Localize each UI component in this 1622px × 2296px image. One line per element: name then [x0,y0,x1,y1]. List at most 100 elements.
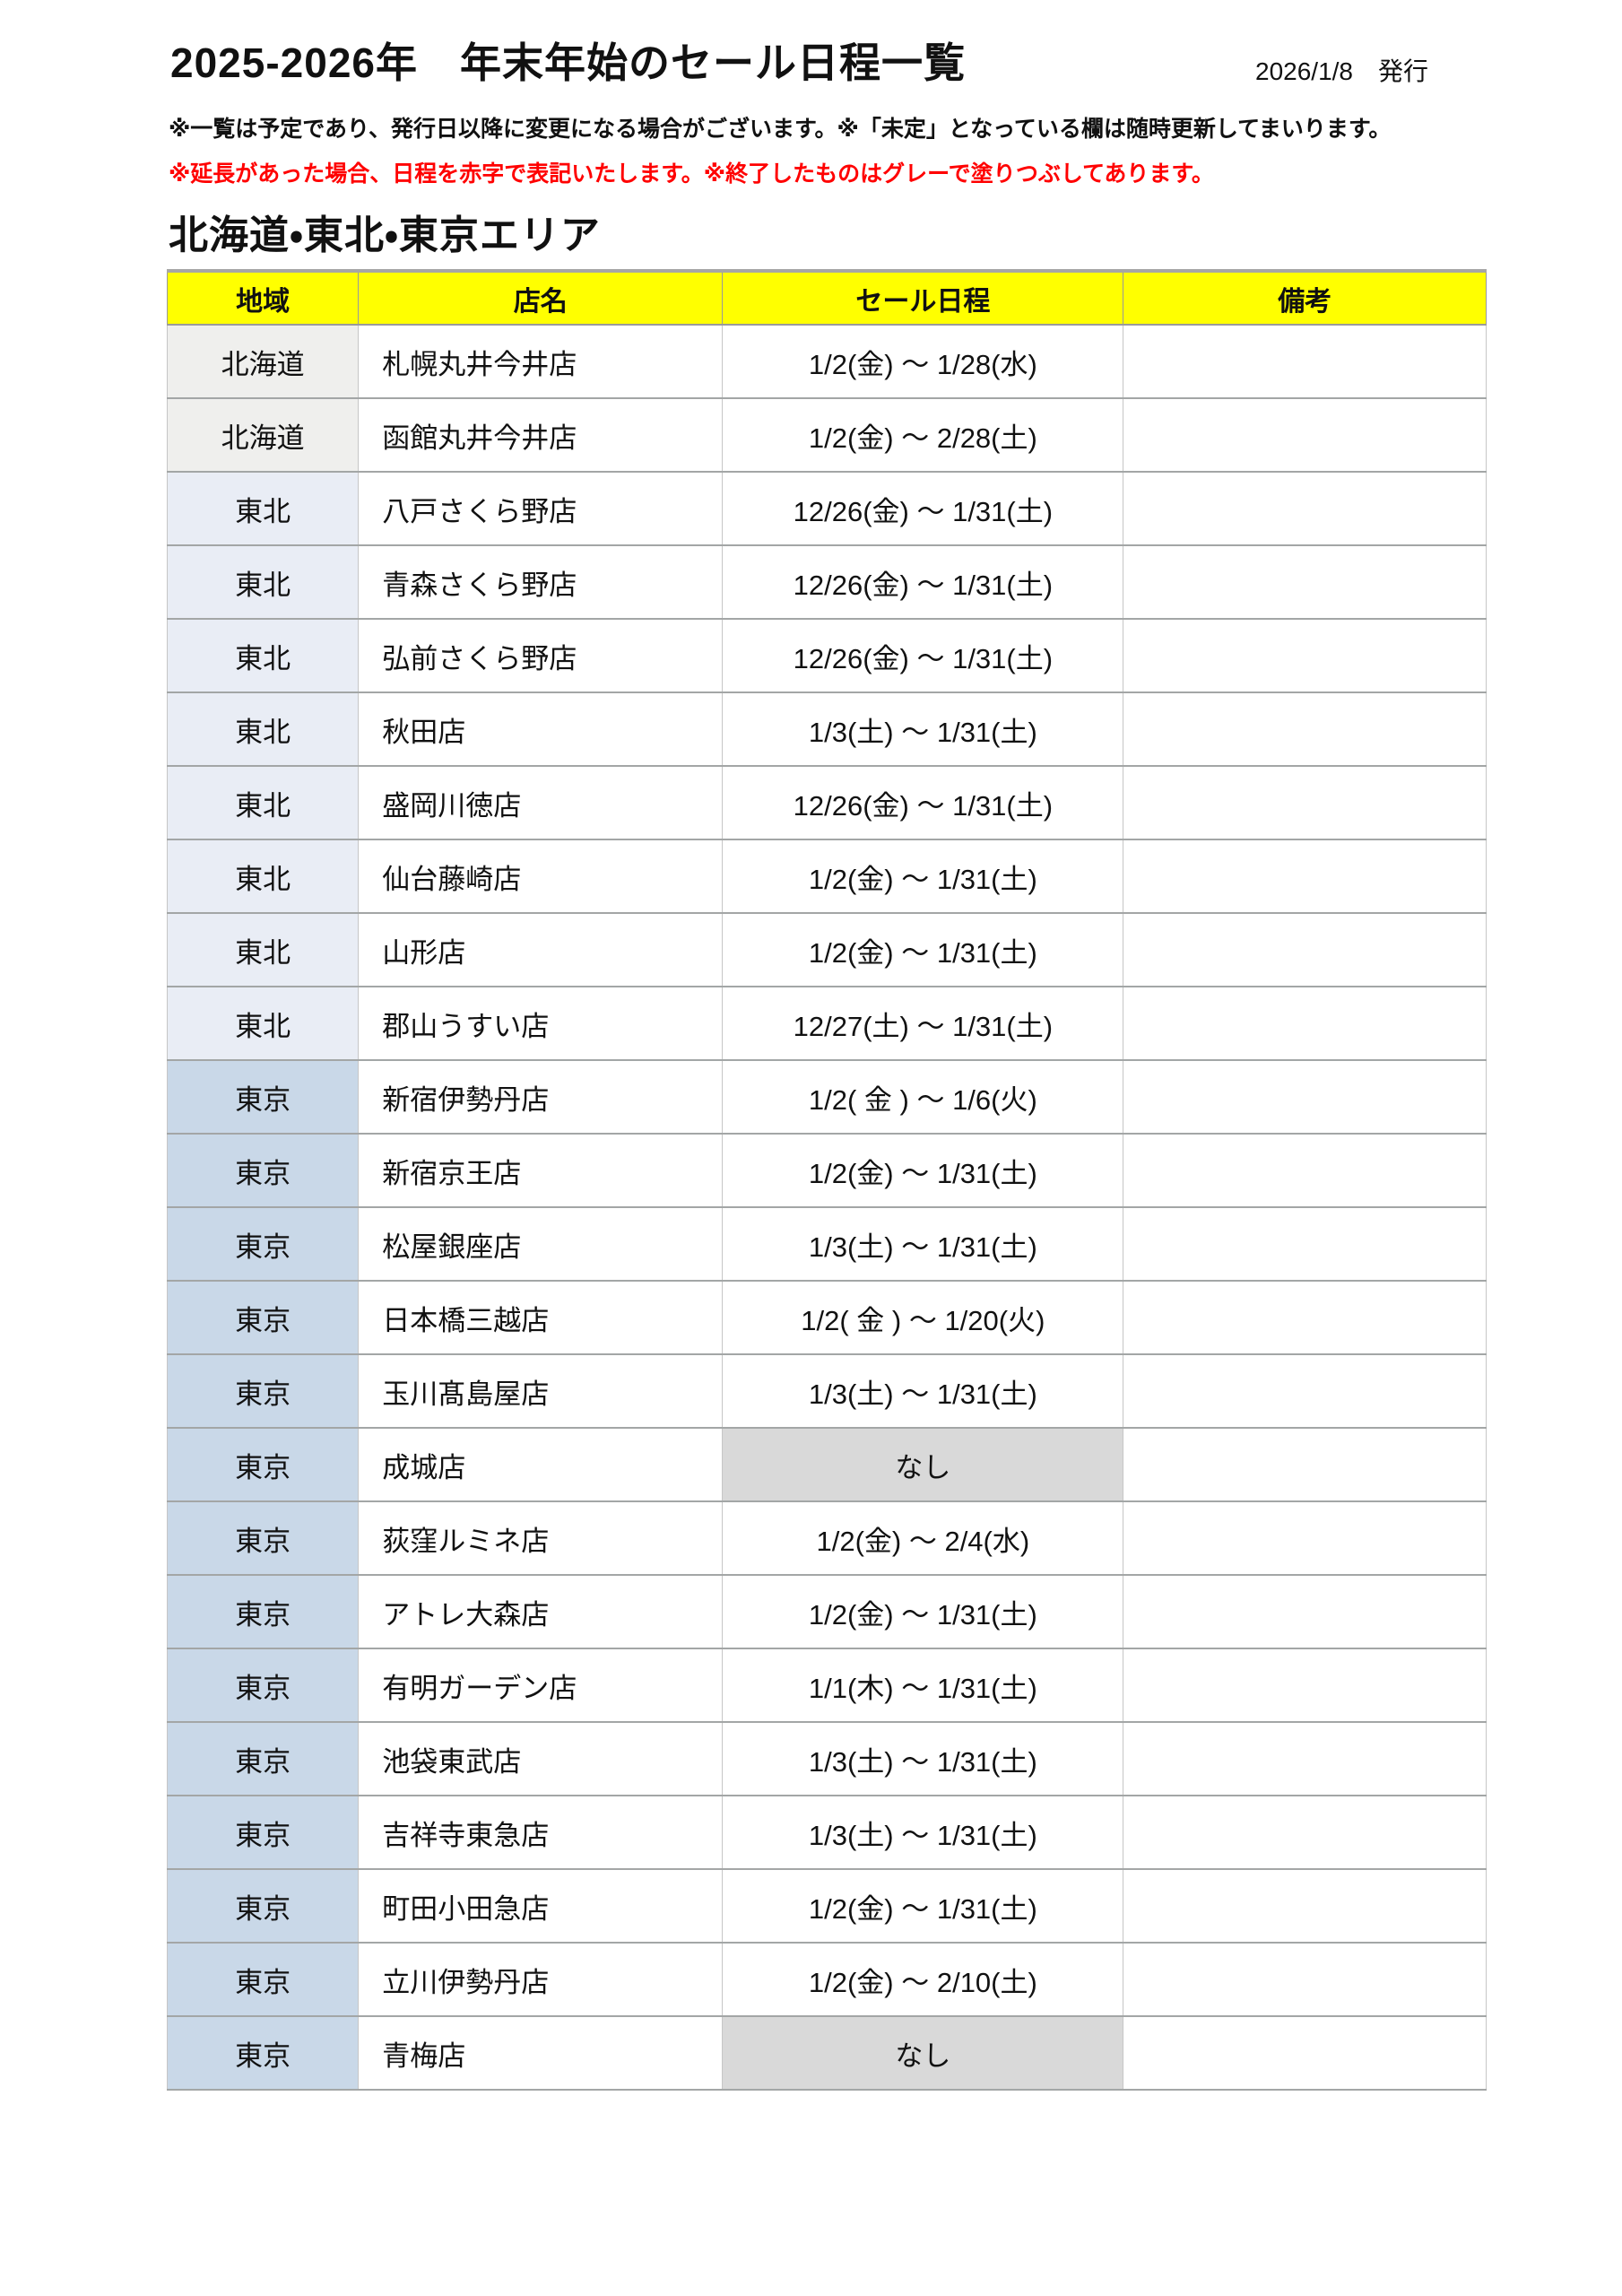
issue-date: 2026/1/8 発行 [1255,57,1428,85]
region-cell: 東京 [166,1868,360,1944]
table-row: 東京 青梅店 なし [166,2015,1487,2091]
schedule-cell: 1/3(土) ～ 1/31(土) [722,1795,1124,1870]
page-title: 2025-2026年 年末年始のセール日程一覧 [170,39,966,86]
section-heading: 北海道・東北・東京エリア [169,213,601,257]
schedule-cell: 1/2(金) ～ 1/31(土) [722,1868,1124,1944]
store-name-cell: 函館丸井今井店 [358,397,724,473]
region-cell: 東京 [166,1795,360,1870]
table-row: 東京 玉川髙島屋店 1/3(土) ～ 1/31(土) [166,1353,1487,1429]
schedule-cell: 1/1(木) ～ 1/31(土) [722,1648,1124,1723]
note-cell [1123,1500,1487,1576]
col-header-store: 店名 [358,269,724,326]
note-cell [1123,1280,1487,1355]
table-row: 東京 新宿伊勢丹店 1/2( 金 ) ～ 1/6(火) [166,1059,1487,1135]
region-cell: 東京 [166,1648,360,1723]
store-name-cell: 池袋東武店 [358,1721,724,1796]
region-cell: 東北 [166,618,360,693]
table-row: 東京 新宿京王店 1/2(金) ～ 1/31(土) [166,1133,1487,1208]
note-cell [1123,544,1487,620]
schedule-cell: 1/3(土) ～ 1/31(土) [722,1353,1124,1429]
store-name-cell: 吉祥寺東急店 [358,1795,724,1870]
region-cell: 東京 [166,1206,360,1282]
table-row: 東京 荻窪ルミネ店 1/2(金) ～ 2/4(水) [166,1500,1487,1576]
region-cell: 東京 [166,1721,360,1796]
note-cell [1123,1648,1487,1723]
region-cell: 東京 [166,1133,360,1208]
table-row: 東京 池袋東武店 1/3(土) ～ 1/31(土) [166,1721,1487,1796]
store-name-cell: 町田小田急店 [358,1868,724,1944]
note-cell [1123,324,1487,399]
store-name-cell: 日本橋三越店 [358,1280,724,1355]
table-row: 東北 弘前さくら野店 12/26(金) ～ 1/31(土) [166,618,1487,693]
schedule-cell: 12/26(金) ～ 1/31(土) [722,618,1124,693]
region-cell: 北海道 [166,324,360,399]
region-cell: 東京 [166,2015,360,2091]
schedule-cell: 1/2(金) ～ 1/31(土) [722,1133,1124,1208]
region-cell: 東北 [166,912,360,987]
store-name-cell: 成城店 [358,1427,724,1502]
table-row: 東京 町田小田急店 1/2(金) ～ 1/31(土) [166,1868,1487,1944]
table-row: 北海道 札幌丸井今井店 1/2(金) ～ 1/28(水) [166,324,1487,399]
note-cell [1123,1059,1487,1135]
col-header-note: 備考 [1123,269,1487,326]
table-row: 東北 郡山うすい店 12/27(土) ～ 1/31(土) [166,986,1487,1061]
region-cell: 北海道 [166,397,360,473]
table-row: 東北 仙台藤崎店 1/2(金) ～ 1/31(土) [166,839,1487,914]
store-name-cell: 新宿京王店 [358,1133,724,1208]
table-row: 東北 八戸さくら野店 12/26(金) ～ 1/31(土) [166,471,1487,546]
col-header-schedule: セール日程 [722,269,1124,326]
schedule-cell: なし [722,1427,1124,1502]
store-name-cell: 荻窪ルミネ店 [358,1500,724,1576]
region-cell: 東京 [166,1427,360,1502]
schedule-cell: 1/2(金) ～ 2/10(土) [722,1942,1124,2017]
sale-table-body: 北海道 札幌丸井今井店 1/2(金) ～ 1/28(水) 北海道 函館丸井今井店… [166,324,1487,2091]
note-cell [1123,691,1487,767]
region-cell: 東北 [166,986,360,1061]
region-cell: 東京 [166,1574,360,1649]
note-cell [1123,1206,1487,1282]
schedule-cell: 1/3(土) ～ 1/31(土) [722,1721,1124,1796]
store-name-cell: 仙台藤崎店 [358,839,724,914]
store-name-cell: 盛岡川徳店 [358,765,724,840]
table-row: 東北 盛岡川徳店 12/26(金) ～ 1/31(土) [166,765,1487,840]
schedule-cell: 12/27(土) ～ 1/31(土) [722,986,1124,1061]
note-cell [1123,1133,1487,1208]
col-header-region: 地域 [166,269,360,326]
region-cell: 東北 [166,544,360,620]
table-row: 東京 成城店 なし [166,1427,1487,1502]
region-cell: 東北 [166,839,360,914]
schedule-cell: 1/2( 金 ) ～ 1/20(火) [722,1280,1124,1355]
store-name-cell: 立川伊勢丹店 [358,1942,724,2017]
schedule-cell: 1/2(金) ～ 1/31(土) [722,1574,1124,1649]
schedule-cell: 12/26(金) ～ 1/31(土) [722,471,1124,546]
region-cell: 東京 [166,1059,360,1135]
store-name-cell: 郡山うすい店 [358,986,724,1061]
region-cell: 東京 [166,1353,360,1429]
note-cell [1123,765,1487,840]
table-row: 東京 アトレ大森店 1/2(金) ～ 1/31(土) [166,1574,1487,1649]
schedule-cell: 1/2(金) ～ 1/31(土) [722,912,1124,987]
region-cell: 東京 [166,1280,360,1355]
store-name-cell: 有明ガーデン店 [358,1648,724,1723]
table-row: 東北 青森さくら野店 12/26(金) ～ 1/31(土) [166,544,1487,620]
region-cell: 東北 [166,471,360,546]
store-name-cell: 松屋銀座店 [358,1206,724,1282]
store-name-cell: 札幌丸井今井店 [358,324,724,399]
note-cell [1123,2015,1487,2091]
schedule-cell: 1/2(金) ～ 1/31(土) [722,839,1124,914]
table-row: 北海道 函館丸井今井店 1/2(金) ～ 2/28(土) [166,397,1487,473]
table-row: 東北 山形店 1/2(金) ～ 1/31(土) [166,912,1487,987]
region-cell: 東京 [166,1942,360,2017]
note-cell [1123,1574,1487,1649]
note-cell [1123,1427,1487,1502]
table-row: 東京 有明ガーデン店 1/1(木) ～ 1/31(土) [166,1648,1487,1723]
note-cell [1123,1721,1487,1796]
region-cell: 東北 [166,765,360,840]
region-cell: 東京 [166,1500,360,1576]
note-cell [1123,912,1487,987]
region-cell: 東北 [166,691,360,767]
schedule-cell: 1/3(土) ～ 1/31(土) [722,691,1124,767]
store-name-cell: 青梅店 [358,2015,724,2091]
schedule-cell: 1/2(金) ～ 1/28(水) [722,324,1124,399]
